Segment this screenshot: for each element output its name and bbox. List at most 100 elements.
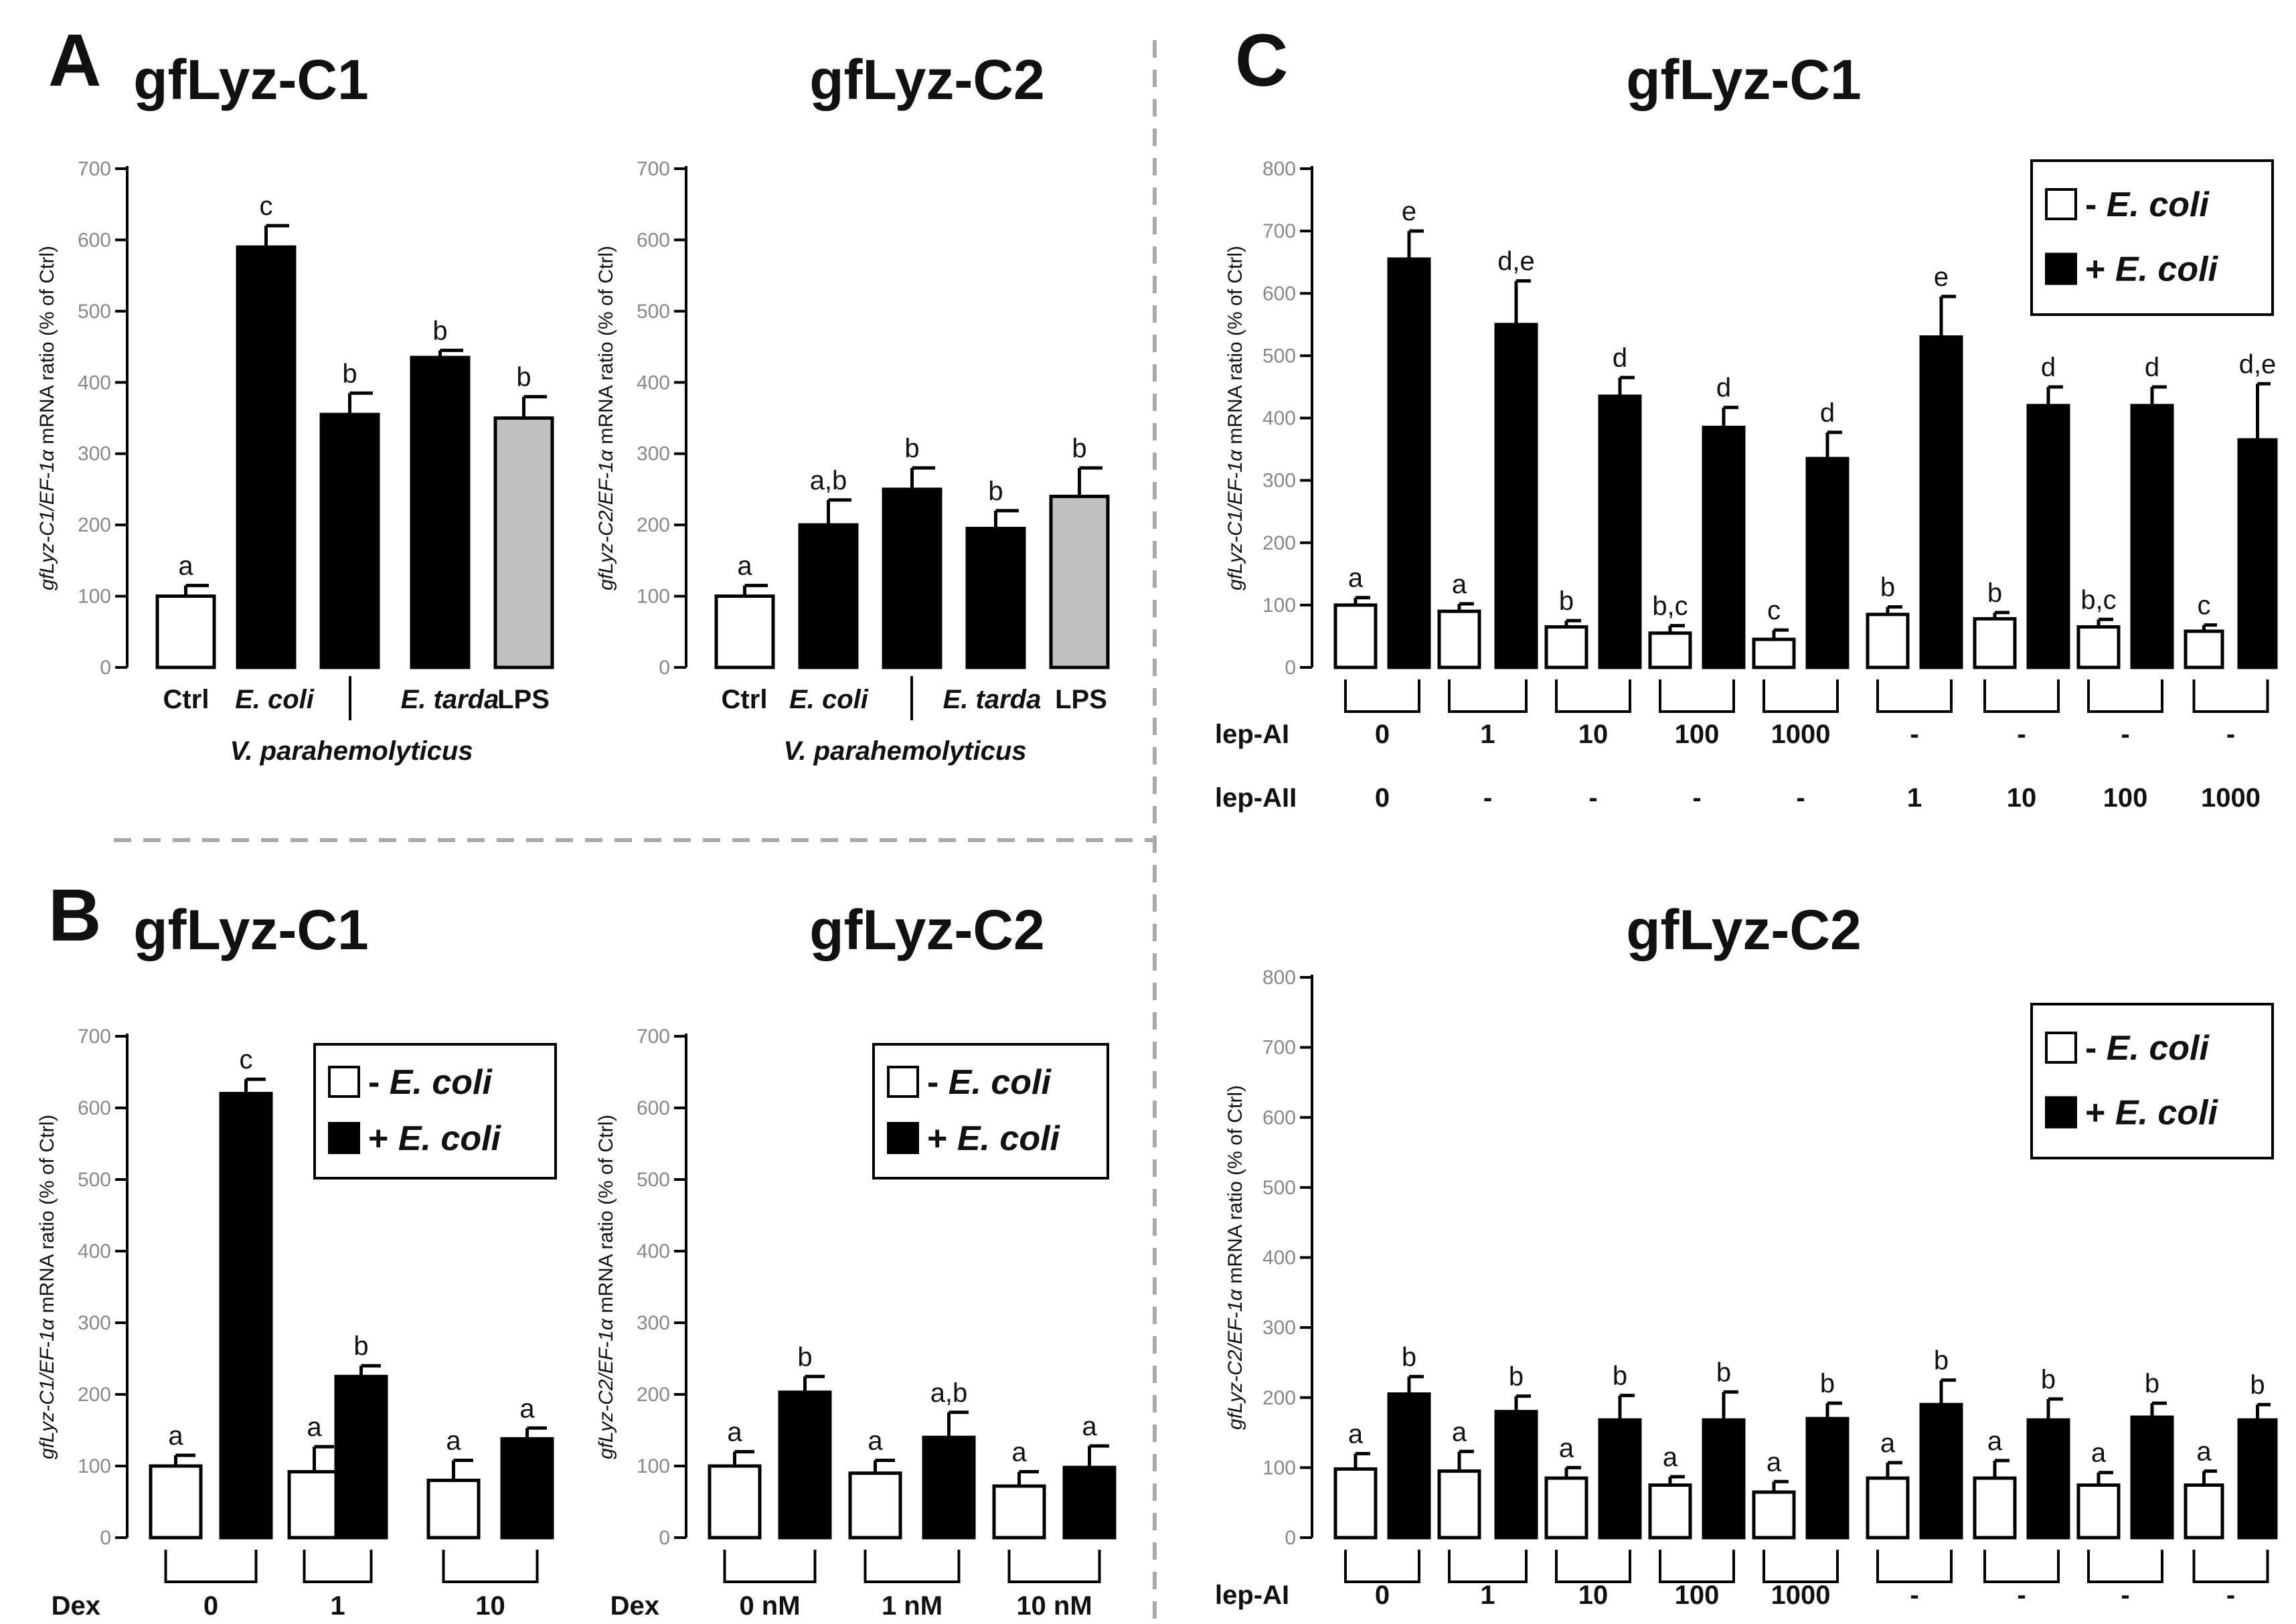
legend-entry: + E. coli xyxy=(2085,1094,2219,1133)
bar xyxy=(149,1464,203,1540)
y-tick-label: 500 xyxy=(637,301,670,323)
significance-label: b xyxy=(988,477,1003,506)
significance-label: b xyxy=(516,363,531,392)
significance-label: c xyxy=(2198,591,2211,621)
y-tick-label: 0 xyxy=(1285,1527,1296,1549)
row1-value: - xyxy=(2017,1580,2026,1610)
significance-label: b xyxy=(1509,1362,1524,1392)
bar xyxy=(1598,1418,1642,1540)
y-axis-label-rest: mRNA ratio (% of Ctrl) xyxy=(595,1115,617,1319)
bar xyxy=(287,1470,341,1540)
significance-label: d,e xyxy=(1497,247,1535,276)
significance-label: a xyxy=(1559,1433,1574,1463)
bar xyxy=(493,416,554,669)
group-bracket xyxy=(1762,1550,1839,1583)
bar xyxy=(965,526,1026,669)
row2-value: - xyxy=(1483,783,1492,813)
y-tick-label: 200 xyxy=(1262,1387,1296,1409)
y-tick-label: 100 xyxy=(637,1455,670,1477)
group-label: 0 xyxy=(203,1591,218,1621)
charts-layer: 0100200300400500600700gfLyz-C1gfLyz-C1/E… xyxy=(36,48,2278,1621)
bar xyxy=(1437,1469,1481,1540)
legend-sign: + xyxy=(927,1119,957,1158)
y-axis-label: gfLyz-C2/EF-1α mRNA ratio (% of Ctrl) xyxy=(1224,1085,1246,1430)
row1-value: 100 xyxy=(1675,1580,1720,1610)
y-tick-label: 600 xyxy=(1262,1107,1296,1129)
row1-value: 1 xyxy=(1480,1580,1495,1610)
row2-value: 0 xyxy=(1375,783,1390,813)
chart-A2: 0 100 200 300 400 500 600 700 gfLyz-C2 gfLyz-C2/E… xyxy=(595,48,1110,766)
legend-swatch xyxy=(2045,188,2077,220)
legend-sign: - xyxy=(927,1063,949,1102)
group-bracket xyxy=(1007,1550,1101,1583)
row1-value: 100 xyxy=(1675,720,1720,749)
row-label-dex: Dex xyxy=(610,1591,659,1621)
y-tick-label: 400 xyxy=(637,372,670,394)
significance-label: a xyxy=(1452,570,1467,599)
bar xyxy=(2026,404,2070,669)
bar xyxy=(714,594,775,669)
bar xyxy=(1333,1467,1378,1540)
bar xyxy=(2184,629,2224,669)
y-tick-label: 200 xyxy=(78,514,111,536)
bar xyxy=(2130,1415,2174,1540)
group-bracket xyxy=(1659,679,1735,713)
significance-label: a xyxy=(1987,1427,2003,1456)
y-tick-label: 300 xyxy=(637,443,670,465)
y-axis-label: gfLyz-C1/EF-1α mRNA ratio (% of Ctrl) xyxy=(36,246,58,590)
bar xyxy=(2237,438,2278,669)
legend-entry: - E. coli xyxy=(2085,1029,2210,1068)
bar xyxy=(2237,1418,2278,1540)
y-tick-label: 100 xyxy=(637,586,670,608)
bar xyxy=(1598,394,1642,669)
y-axis-label: gfLyz-C2/EF-1α mRNA ratio (% of Ctrl) xyxy=(595,246,617,590)
chart-C2: 0100200300400500600700800gfLyz-C2gfLyz-C… xyxy=(1215,898,2278,1610)
bar xyxy=(1702,425,1746,669)
bar xyxy=(2184,1483,2224,1540)
panel-label-b: B xyxy=(48,874,101,957)
y-tick-label: 100 xyxy=(1262,594,1296,617)
bar xyxy=(1062,1465,1117,1540)
bar xyxy=(1973,1476,2017,1540)
y-axis-label-italic: gfLyz-C1/EF-1α xyxy=(1224,449,1246,590)
bar xyxy=(319,412,380,669)
group-bracket xyxy=(164,1550,258,1583)
legend-sign: + xyxy=(368,1119,398,1158)
bar xyxy=(426,1478,481,1540)
bar xyxy=(1805,1416,1850,1540)
significance-label: b xyxy=(1402,1342,1416,1372)
legend-swatch xyxy=(2045,1032,2077,1064)
y-axis-label-italic: gfLyz-C1/EF-1α xyxy=(36,1318,58,1459)
legend-entry: + E. coli xyxy=(368,1119,502,1158)
y-axis-label-rest: mRNA ratio (% of Ctrl) xyxy=(1224,1085,1246,1289)
category-label: LPS xyxy=(497,685,550,714)
group-bracket xyxy=(864,1550,961,1583)
y-tick-label: 0 xyxy=(659,1527,670,1549)
significance-label: d xyxy=(2041,353,2056,382)
y-tick-label: 700 xyxy=(1262,1037,1296,1059)
significance-label: a xyxy=(1663,1443,1678,1472)
group-bracket xyxy=(2192,1550,2269,1583)
group-bracket xyxy=(303,1550,373,1583)
legend-sign: + xyxy=(2085,250,2115,289)
y-tick-label: 400 xyxy=(78,372,111,394)
bar xyxy=(2076,625,2121,669)
row2-value: 10 xyxy=(2007,783,2037,813)
row2-value: - xyxy=(1692,783,1701,813)
y-tick-label: 500 xyxy=(1262,345,1296,367)
bar xyxy=(236,245,297,669)
significance-label: d xyxy=(1613,343,1627,373)
y-axis-label-italic: gfLyz-C2/EF-1α xyxy=(1224,1289,1246,1430)
group-bracket xyxy=(1555,1550,1631,1583)
row1-value: - xyxy=(2121,720,2129,749)
y-axis-label: gfLyz-C2/EF-1α mRNA ratio (% of Ctrl) xyxy=(595,1115,617,1459)
chart-A1: 0 100 200 300 400 500 600 700 gfLyz-C1 gfLyz-C1/E… xyxy=(36,48,554,766)
bar xyxy=(334,1374,388,1540)
category-label: V. parahemolyticus xyxy=(783,736,1026,766)
significance-label: b,c xyxy=(2080,585,2116,615)
row1-value: 10 xyxy=(1578,1580,1609,1610)
significance-label: a xyxy=(2196,1437,2212,1467)
group-bracket xyxy=(1876,679,1953,713)
row1-value: 10 xyxy=(1578,720,1609,749)
legend-entry: - E. coli xyxy=(2085,185,2210,224)
